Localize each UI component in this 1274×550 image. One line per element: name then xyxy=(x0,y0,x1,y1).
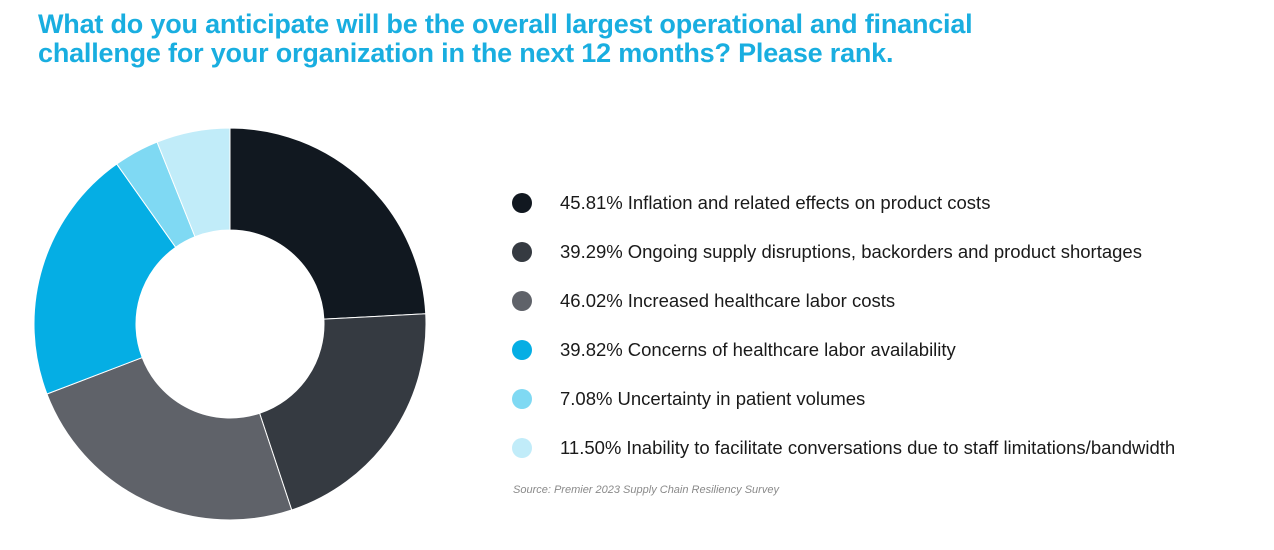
legend-label: Ongoing supply disruptions, backorders a… xyxy=(627,240,1142,262)
legend-swatch xyxy=(512,192,532,213)
legend-label: Increased healthcare labor costs xyxy=(627,289,896,311)
legend-text: 7.08% Uncertainty in patient volumes xyxy=(560,388,865,410)
chart-legend: 45.81% Inflation and related effects on p… xyxy=(512,178,1175,472)
legend-percent: 11.50% xyxy=(560,436,622,458)
source-note: Source: Premier 2023 Supply Chain Resili… xyxy=(513,484,779,496)
legend-text: 39.82% Concerns of healthcare labor avail… xyxy=(560,339,956,361)
legend-percent: 46.02% xyxy=(560,289,623,311)
legend-item: 46.02% Increased healthcare labor costs xyxy=(512,276,1175,325)
legend-item: 11.50% Inability to facilitate conversati… xyxy=(512,423,1175,472)
legend-text: 45.81% Inflation and related effects on p… xyxy=(560,192,990,214)
legend-item: 39.82% Concerns of healthcare labor avail… xyxy=(512,325,1175,374)
donut-chart xyxy=(33,127,427,521)
donut-slice xyxy=(33,163,177,395)
legend-text: 46.02% Increased healthcare labor costs xyxy=(560,290,895,312)
chart-title-line-2: challenge for your organization in the n… xyxy=(38,38,894,68)
legend-swatch xyxy=(512,437,532,458)
donut-slice xyxy=(229,127,427,320)
donut-slice xyxy=(258,313,427,511)
legend-item: 7.08% Uncertainty in patient volumes xyxy=(512,374,1175,423)
legend-percent: 7.08% xyxy=(560,387,613,409)
legend-percent: 39.82% xyxy=(560,338,623,360)
legend-item: 39.29% Ongoing supply disruptions, backor… xyxy=(512,227,1175,276)
legend-percent: 45.81% xyxy=(560,191,623,213)
legend-swatch xyxy=(512,388,532,409)
legend-text: 39.29% Ongoing supply disruptions, backor… xyxy=(560,241,1142,263)
legend-swatch xyxy=(512,290,532,311)
legend-label: Inability to facilitate conversations du… xyxy=(626,436,1176,458)
legend-item: 45.81% Inflation and related effects on p… xyxy=(512,178,1175,227)
chart-title-line-1: What do you anticipate will be the overa… xyxy=(38,9,973,39)
legend-swatch xyxy=(512,241,532,262)
legend-percent: 39.29% xyxy=(560,240,623,262)
legend-label: Concerns of healthcare labor availabilit… xyxy=(627,338,956,360)
legend-label: Inflation and related effects on product… xyxy=(627,191,991,213)
legend-text: 11.50% Inability to facilitate conversati… xyxy=(560,437,1175,459)
legend-swatch xyxy=(512,339,532,360)
donut-slice xyxy=(156,127,231,238)
chart-title: What do you anticipate will be the overa… xyxy=(38,10,1238,68)
donut-slice xyxy=(46,356,293,521)
legend-label: Uncertainty in patient volumes xyxy=(617,387,866,409)
